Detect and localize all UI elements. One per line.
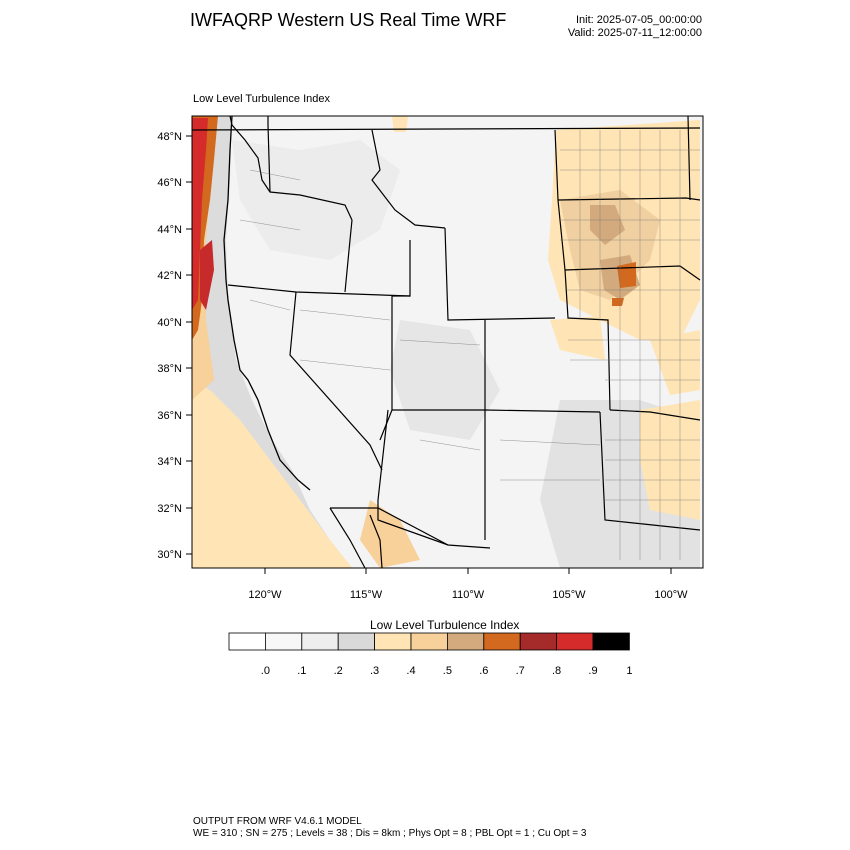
lat-label: 44°N	[157, 224, 182, 236]
colorbar-swatch	[374, 632, 412, 651]
lon-label: 110°W	[452, 589, 485, 601]
state-boundaries	[192, 116, 701, 549]
coastline	[223, 116, 311, 491]
colorbar-swatch	[556, 632, 594, 651]
lat-label: 46°N	[157, 177, 182, 189]
colorbar-swatch	[301, 632, 339, 651]
plains-turbulence-08b	[612, 298, 624, 306]
lat-label: 36°N	[157, 410, 182, 422]
ks-ok-border	[609, 409, 701, 421]
plains-turbulence-07a	[590, 205, 625, 245]
valid-time: Valid: 2025-07-11_12:00:00	[567, 27, 702, 39]
lat-label: 32°N	[157, 503, 182, 515]
footer-line-1: OUTPUT FROM WRF V4.6.1 MODEL	[193, 816, 362, 827]
colorbar-title: Low Level Turbulence Index	[370, 618, 520, 632]
wa-id-border	[267, 116, 271, 193]
colorbar-label: .4	[406, 665, 415, 677]
canada-border	[192, 127, 701, 131]
mexico-border	[330, 507, 449, 546]
lon-label: 100°W	[654, 589, 688, 601]
or-id-border	[344, 219, 353, 293]
baja-coast	[329, 507, 366, 568]
tx-border	[599, 411, 701, 531]
nd-sd-border	[557, 197, 701, 201]
colorbar-label: .2	[334, 665, 343, 677]
colorbar-swatch	[519, 632, 558, 651]
wy-border	[444, 227, 556, 321]
footer: OUTPUT FROM WRF V4.6.1 MODEL WE = 310 ; …	[193, 816, 586, 840]
colorbar-swatch	[410, 632, 448, 651]
lat-label: 38°N	[157, 363, 182, 375]
colorbar-label: .0	[261, 665, 270, 677]
colorbar-label: .7	[516, 665, 525, 677]
plains-west-border	[554, 129, 611, 411]
county-grid	[239, 130, 700, 560]
lon-axis: 120°W 115°W 110°W 105°W 100°W	[248, 568, 688, 601]
field-label: Low Level Turbulence Index	[193, 93, 330, 105]
colorbar: .0 .1 .2 .3 .4 .5 .6 .7 .8 .9 1	[228, 632, 632, 677]
coastal-band-10	[192, 118, 208, 310]
lon-label: 115°W	[350, 589, 383, 601]
colorbar-swatch	[264, 632, 303, 651]
id-mt-border	[371, 129, 446, 229]
lon-label: 105°W	[552, 589, 586, 601]
colorbar-label: .3	[370, 665, 379, 677]
ocean-turbulence-low	[192, 380, 352, 568]
lat-label: 34°N	[157, 456, 182, 468]
mt-turbulence	[392, 116, 408, 132]
page-title: IWFAQRP Western US Real Time WRF	[190, 10, 507, 30]
lat-label: 42°N	[157, 270, 182, 282]
colorbar-label: .5	[443, 665, 452, 677]
colorbar-swatch	[228, 632, 266, 651]
lat-label: 30°N	[157, 549, 182, 561]
colorbar-label: 1	[626, 665, 632, 677]
county-lines-h	[560, 149, 700, 501]
ca-nv-border	[289, 291, 383, 471]
county-lines-west	[239, 169, 601, 481]
colorbar-swatch	[446, 632, 485, 651]
colorbar-swatch	[592, 632, 630, 651]
lat-label: 40°N	[157, 317, 182, 329]
ks-turbulence	[650, 330, 700, 395]
county-lines-v	[579, 130, 681, 560]
colorbar-swatch	[337, 632, 376, 651]
az-border	[377, 409, 491, 549]
init-time: Init: 2025-07-05_00:00:00	[576, 14, 702, 26]
colorbar-label: .8	[552, 665, 561, 677]
lat-label: 48°N	[157, 131, 182, 143]
colorbar-label: .9	[588, 665, 597, 677]
gulf-coast	[369, 514, 383, 568]
terrain-shade-nw	[232, 140, 400, 260]
colorbar-label: .6	[479, 665, 488, 677]
coastal-band-09	[200, 240, 214, 310]
map-plot	[192, 116, 703, 568]
lon-label: 120°W	[248, 589, 282, 601]
map-frame	[191, 115, 704, 569]
colorbar-label: .1	[297, 665, 306, 677]
colorbar-swatch	[483, 632, 521, 651]
ut-nv-border	[379, 240, 411, 441]
az-turbulence	[360, 500, 420, 568]
footer-line-2: WE = 310 ; SN = 275 ; Levels = 38 ; Dis …	[193, 828, 587, 839]
co-turbulence	[550, 316, 605, 360]
lat-axis: 48°N 46°N 44°N 42°N 40°N 38°N 36°N 34°N 32°N 30°N	[157, 131, 192, 561]
run-times: Init: 2025-07-05_00:00:00 Valid: 2025-07…	[568, 14, 702, 40]
nd-mn-border	[687, 116, 691, 201]
